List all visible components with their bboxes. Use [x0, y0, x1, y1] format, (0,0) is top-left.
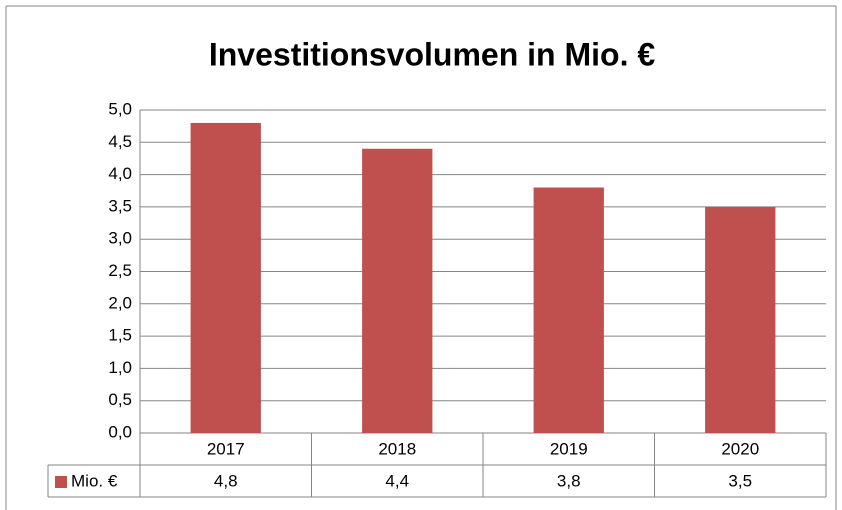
bar — [705, 206, 776, 433]
y-tick-label: 2,0 — [108, 293, 132, 312]
table-value: 3,8 — [557, 471, 581, 490]
chart-title: Investitionsvolumen in Mio. € — [209, 36, 655, 72]
y-tick-label: 0,5 — [108, 390, 132, 409]
y-tick-label: 1,0 — [108, 358, 132, 377]
table-value: 4,8 — [214, 471, 238, 490]
y-tick-label: 3,5 — [108, 196, 132, 215]
x-tick-label: 2018 — [378, 439, 416, 458]
legend-label: Mio. € — [71, 471, 118, 490]
table-value: 4,4 — [385, 471, 409, 490]
bar — [533, 187, 604, 433]
x-tick-label: 2017 — [207, 439, 245, 458]
x-tick-label: 2019 — [550, 439, 588, 458]
y-tick-label: 2,5 — [108, 261, 132, 280]
y-tick-label: 4,5 — [108, 132, 132, 151]
y-tick-label: 3,0 — [108, 229, 132, 248]
legend-swatch — [55, 476, 67, 488]
table-value: 3,5 — [728, 471, 752, 490]
bar — [362, 148, 433, 433]
y-tick-label: 4,0 — [108, 164, 132, 183]
y-tick-label: 5,0 — [108, 99, 132, 118]
x-tick-label: 2020 — [721, 439, 759, 458]
bar — [190, 122, 261, 434]
y-tick-label: 1,5 — [108, 326, 132, 345]
y-tick-label: 0,0 — [108, 422, 132, 441]
